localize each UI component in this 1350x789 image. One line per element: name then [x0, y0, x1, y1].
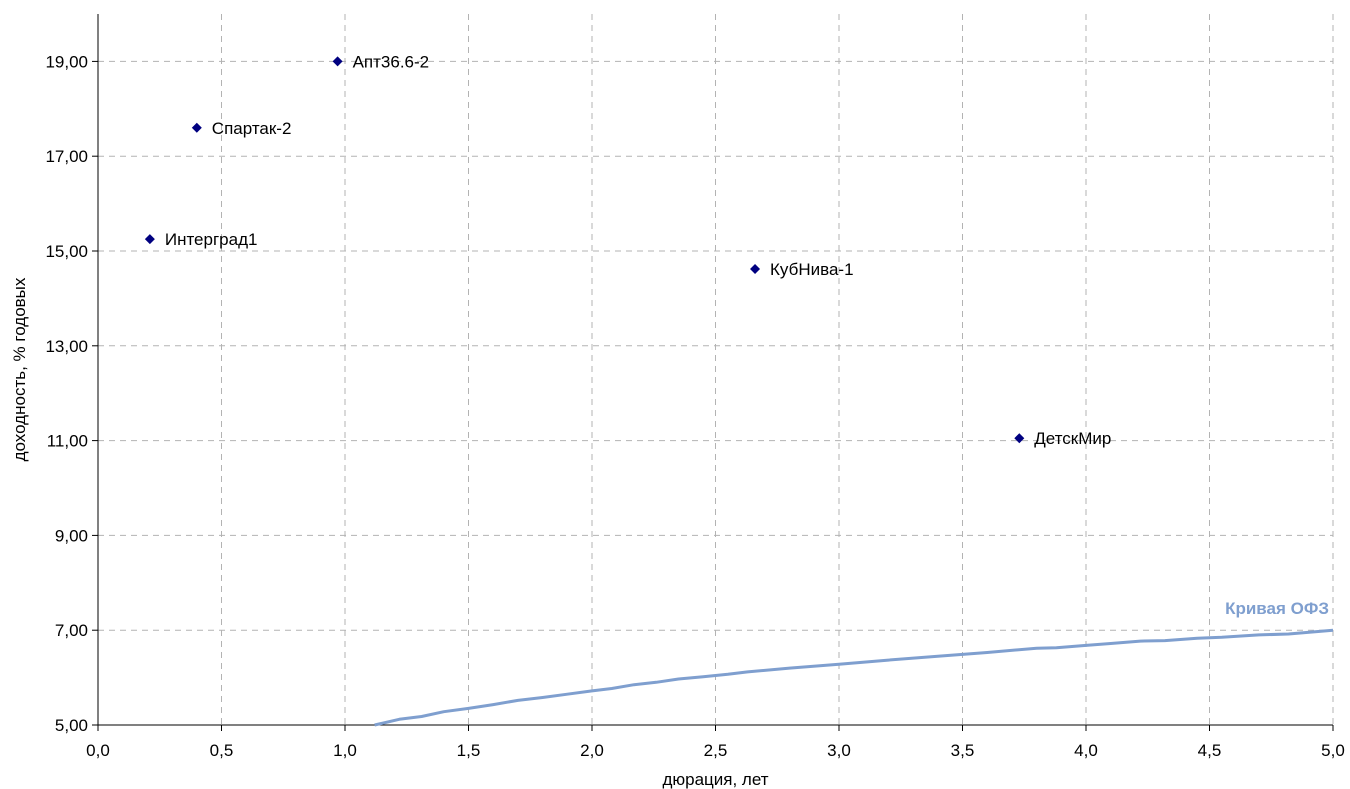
x-tick-label: 1,5	[457, 741, 481, 760]
grid-lines	[98, 14, 1334, 725]
x-tick-label: 3,5	[951, 741, 975, 760]
data-series: Апт36.6-2 Спартак-2 Интерград1 КубНива-1 Дет…	[144, 52, 1334, 727]
bond-point-marker	[332, 56, 343, 67]
y-tick-label: 5,00	[55, 716, 88, 735]
y-tick-label: 7,00	[55, 621, 88, 640]
x-axis-title: дюрация, лет	[662, 770, 768, 789]
y-tick-label: 11,00	[47, 432, 88, 451]
x-tick-label: 0,0	[86, 741, 110, 760]
axes	[92, 14, 1334, 731]
bond-point-label: Апт36.6-2	[353, 52, 430, 71]
bond-point-label: Спартак-2	[212, 119, 292, 138]
x-tick-label: 1,0	[333, 741, 357, 760]
x-tick-label: 0,5	[210, 741, 234, 760]
bond-point-marker	[750, 264, 761, 275]
bond-point-label: Интерград1	[165, 230, 258, 249]
bond-point-marker	[144, 234, 155, 245]
x-tick-label: 4,5	[1198, 741, 1222, 760]
x-tick-label: 2,0	[580, 741, 604, 760]
x-tick-label: 2,5	[704, 741, 728, 760]
y-tick-label: 9,00	[55, 526, 88, 545]
bond-point-marker	[191, 122, 202, 133]
ofz-curve-line	[374, 628, 1334, 727]
y-tick-label: 17,00	[45, 147, 88, 166]
y-tick-label: 15,00	[45, 242, 88, 261]
x-tick-labels: 0,0 0,5 1,0 1,5 2,0 2,5 3,0 3,5 4,0 4,5 5,0	[86, 741, 1345, 760]
ofz-curve-label: Кривая ОФЗ	[1225, 599, 1329, 618]
y-tick-labels: 5,00 7,00 9,00 11,00 13,00 15,00 17,00 19,00	[45, 52, 88, 735]
x-tick-label: 5,0	[1321, 741, 1345, 760]
bond-point-label: ДетскМир	[1034, 429, 1111, 448]
bond-point-label: КубНива-1	[770, 260, 854, 279]
y-tick-label: 13,00	[45, 337, 88, 356]
x-tick-label: 4,0	[1074, 741, 1098, 760]
x-tick-label: 3,0	[827, 741, 851, 760]
y-axis-title: доходность, % годовых	[10, 277, 29, 461]
bond-point-marker	[1014, 433, 1025, 444]
y-tick-label: 19,00	[45, 52, 88, 71]
